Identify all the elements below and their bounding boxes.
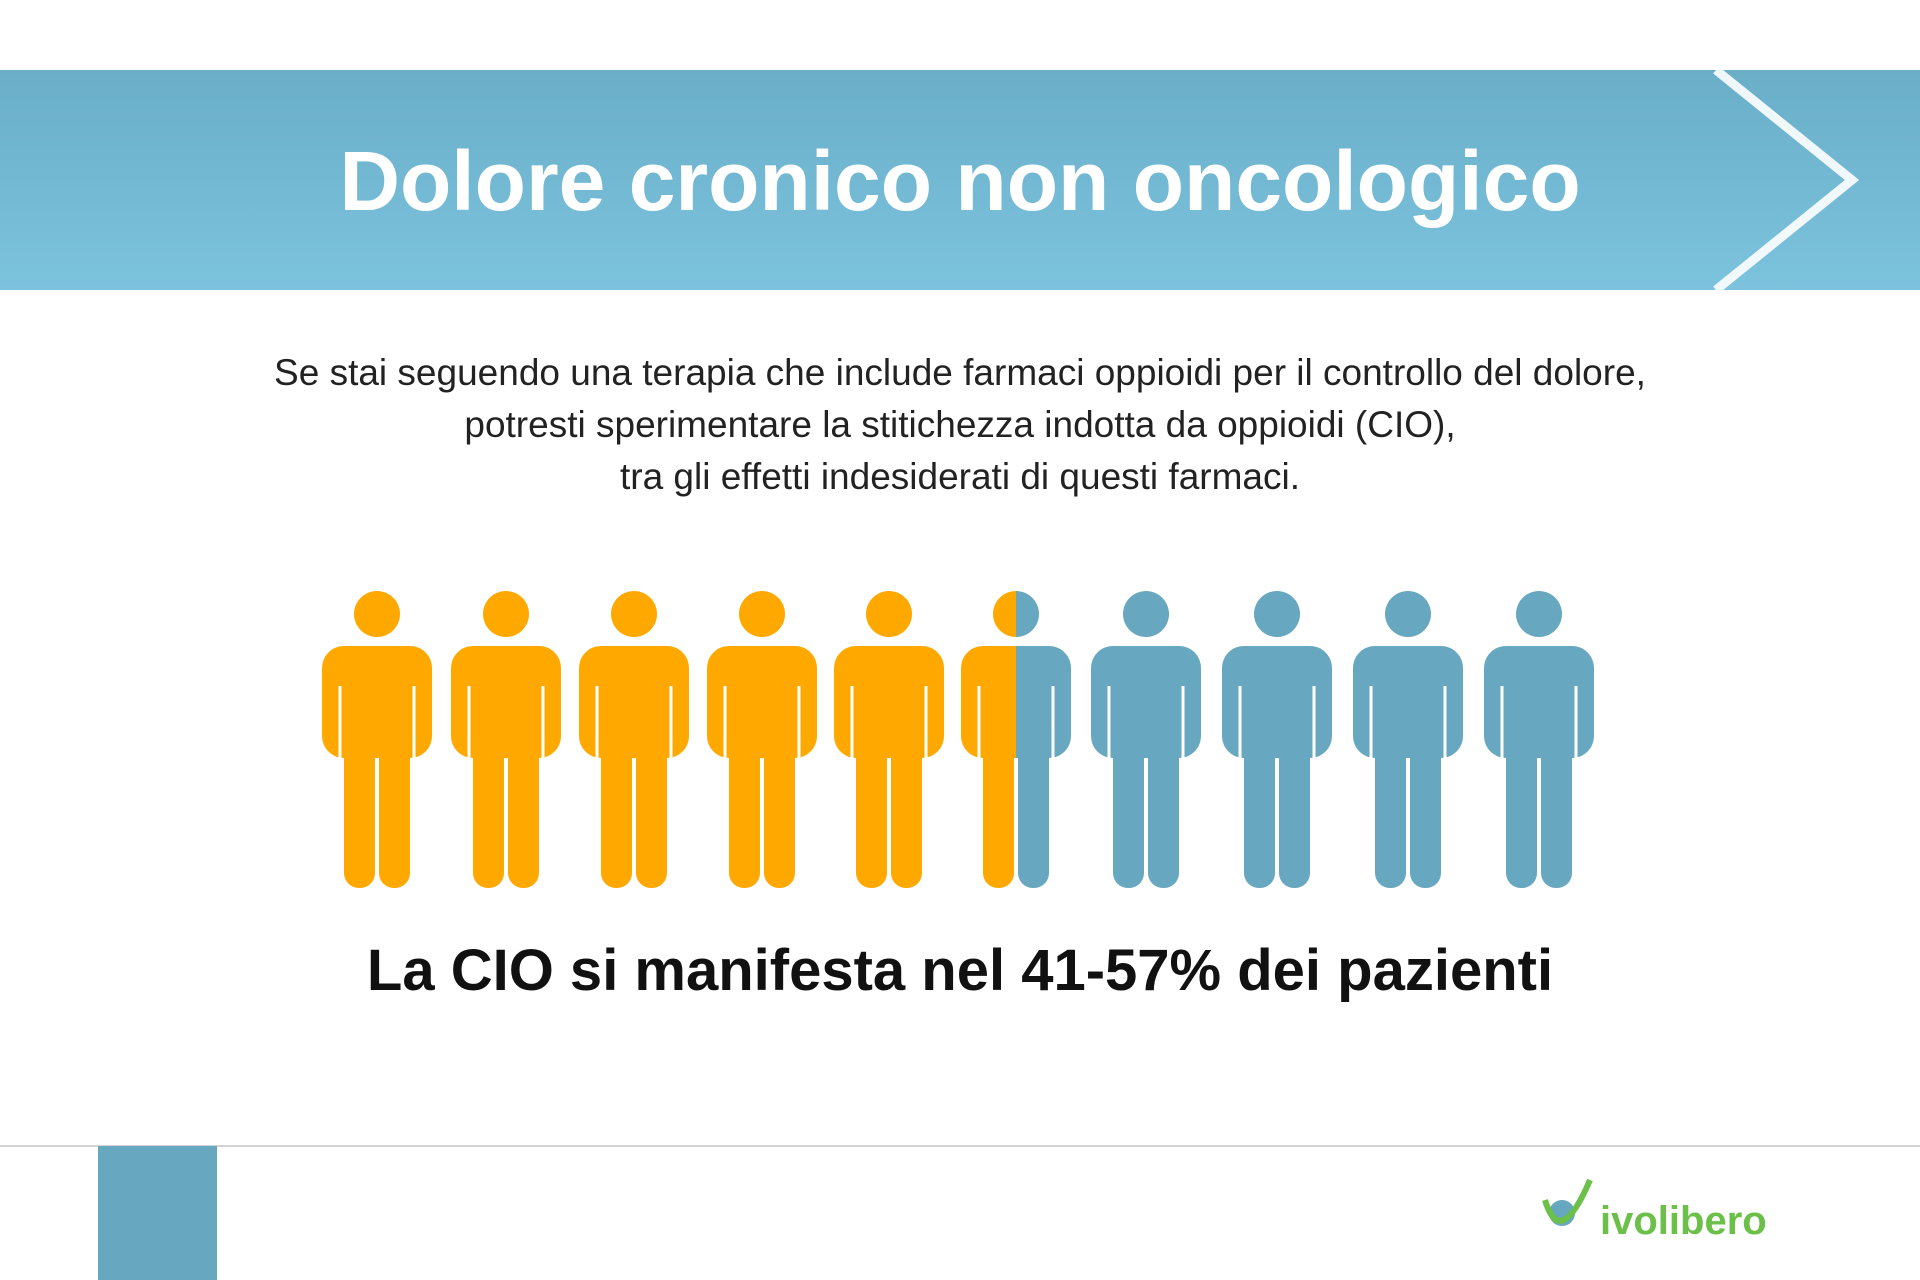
logo: ivolibero (1542, 1178, 1767, 1243)
intro-line: Se stai seguendo una terapia che include… (274, 352, 1646, 393)
person-orange (579, 591, 689, 890)
person-blue (1484, 591, 1594, 890)
person-orange (834, 591, 944, 890)
intro-line: potresti sperimentare la stitichezza ind… (464, 404, 1455, 445)
person-orange (451, 591, 561, 890)
title: Dolore cronico non oncologico (339, 134, 1580, 228)
person-blue (1222, 591, 1332, 890)
banner-chevron (1713, 66, 1860, 294)
person-blue (1353, 591, 1463, 890)
person-orange (322, 591, 432, 890)
intro-line: tra gli effetti indesiderati di questi f… (620, 456, 1300, 497)
people-pictogram (322, 591, 1594, 890)
logo-text: ivolibero (1600, 1199, 1767, 1243)
person-split (961, 591, 1071, 890)
person-blue (1091, 591, 1201, 890)
person-orange (707, 591, 817, 890)
logo-swoosh (1542, 1178, 1593, 1224)
footer-block (98, 1146, 217, 1280)
statement: La CIO si manifesta nel 41-57% dei pazie… (367, 938, 1553, 1003)
banner (0, 70, 1920, 290)
